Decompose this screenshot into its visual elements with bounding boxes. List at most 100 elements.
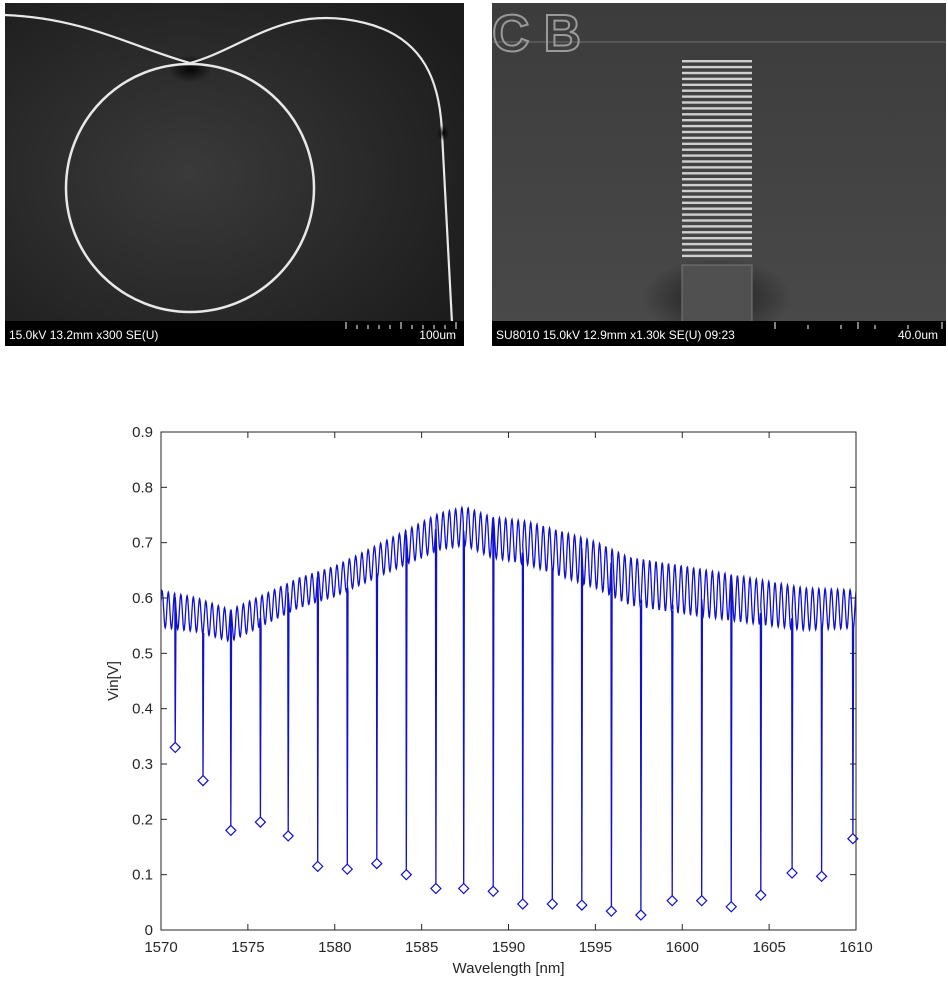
- grating-line: [682, 172, 752, 175]
- axes-box: [160, 431, 857, 931]
- y-tick-label: 0.5: [132, 645, 153, 662]
- grating-line: [682, 207, 752, 210]
- resonance-dip-marker: [487, 885, 500, 898]
- grating-line: [682, 183, 752, 187]
- x-tick-label: 1595: [579, 939, 612, 956]
- y-tick-label: 0.3: [132, 756, 153, 773]
- bus-waveguide: [5, 13, 454, 324]
- grating-line: [682, 113, 752, 116]
- grating-line: [682, 95, 752, 98]
- grating-line: [682, 119, 752, 122]
- resonance-dip-marker: [254, 816, 267, 828]
- grating-line: [682, 231, 752, 234]
- grating-line: [682, 201, 752, 204]
- resonance-dip-marker: [786, 867, 798, 879]
- grating-line: [682, 130, 752, 134]
- y-tick-label: 0.8: [132, 479, 153, 496]
- grating-line: [682, 248, 752, 252]
- x-tick-label: 1610: [839, 939, 872, 956]
- scale-label: 100um: [419, 328, 456, 342]
- grating-line: [682, 107, 752, 110]
- x-tick-label: 1585: [405, 939, 438, 956]
- y-tick-label: 0.9: [132, 424, 153, 441]
- grating-line: [682, 242, 752, 246]
- grating-line: [682, 195, 752, 199]
- sem-info-bar: SU8010 15.0kV 12.9mm x1.30k SE(U) 09:23 …: [492, 321, 946, 346]
- sem-caption: 15.0kV 13.2mm x300 SE(U): [9, 328, 159, 342]
- resonance-dip-marker: [754, 889, 767, 901]
- y-tick-label: 0: [145, 922, 153, 939]
- sem-caption: SU8010 15.0kV 12.9mm x1.30k SE(U) 09:23: [496, 328, 735, 342]
- grating-line: [682, 219, 752, 222]
- y-tick-label: 0.2: [132, 811, 153, 828]
- resonance-dip-marker: [169, 741, 182, 754]
- x-tick-label: 1575: [231, 939, 264, 956]
- resonance-dip-marker: [516, 898, 529, 910]
- scale-bar: [774, 322, 943, 329]
- scale-bar: [345, 322, 457, 329]
- resonance-dip-marker: [311, 860, 324, 873]
- grating-line: [682, 142, 752, 145]
- grating-line: [682, 178, 752, 181]
- grating-lines: [682, 60, 752, 258]
- x-tick-label: 1580: [318, 939, 351, 956]
- grating-line: [682, 71, 752, 75]
- grating-line: [682, 225, 752, 228]
- x-tick-label: 1570: [144, 939, 177, 956]
- grating-line: [682, 160, 752, 163]
- x-axis-label: Wavelength [nm]: [453, 960, 565, 977]
- sem-image-ring-resonator: 15.0kV 13.2mm x300 SE(U) 100um: [5, 3, 464, 346]
- x-tick-label: 1600: [666, 939, 699, 956]
- resonance-dip-marker: [457, 882, 470, 895]
- grating-line: [682, 124, 752, 128]
- y-tick-label: 0.6: [132, 590, 153, 607]
- transmission-spectrum-chart: 1570 1575 1580 1585 1590 1595 1600 1605 1610 0 0.1…: [105, 424, 873, 977]
- grating-line: [682, 77, 752, 81]
- grating-line: [682, 65, 752, 69]
- grating-line: [682, 154, 752, 157]
- resonance-dip-marker: [605, 905, 618, 918]
- grating-line: [682, 148, 752, 151]
- grating-coupler-micrograph: CB: [492, 3, 946, 346]
- sem-info-bar: 15.0kV 13.2mm x300 SE(U) 100um: [5, 321, 464, 346]
- y-axis-label: Vin[V]: [105, 661, 122, 701]
- resonance-dip-marker: [400, 868, 413, 881]
- taper-pad: [681, 264, 753, 326]
- grating-line: [682, 213, 752, 216]
- resonance-dip-marker: [224, 824, 237, 837]
- resonance-dip-marker: [575, 899, 588, 911]
- overlay-text: CB: [492, 5, 595, 63]
- grating-line: [682, 254, 752, 258]
- resonance-dip-marker: [370, 857, 383, 870]
- grating-line: [682, 60, 752, 63]
- grating-line: [682, 83, 752, 86]
- grating-line: [682, 166, 752, 169]
- coupling-region: [168, 55, 212, 83]
- grating-line: [682, 89, 752, 92]
- y-tick-label: 0.1: [132, 867, 153, 884]
- ring-resonator-micrograph: [5, 3, 464, 346]
- y-tick-label: 0.4: [132, 701, 153, 718]
- x-tick-label: 1590: [492, 939, 525, 956]
- grating-line: [682, 101, 752, 104]
- transmission-trace: [161, 505, 856, 916]
- resonance-dip-marker: [197, 774, 209, 787]
- plot-area: [161, 505, 859, 921]
- resonance-dip-marker: [815, 870, 828, 883]
- x-tick-label: 1605: [752, 939, 785, 956]
- resonance-dip-marker: [695, 894, 708, 907]
- scale-label: 40.0um: [897, 328, 938, 342]
- grating-line: [682, 237, 752, 240]
- grating-line: [682, 136, 752, 140]
- resonance-dip-marker: [666, 894, 679, 907]
- resonance-dip-marker: [341, 863, 354, 875]
- resonance-dip-marker: [430, 882, 442, 895]
- axes: 1570 1575 1580 1585 1590 1595 1600 1605 1610 0 0.1…: [132, 424, 873, 956]
- resonance-dip-marker: [725, 900, 738, 913]
- resonance-dip-marker: [635, 909, 647, 921]
- grating-line: [682, 189, 752, 193]
- y-tick-label: 0.7: [132, 535, 153, 552]
- resonance-dip-marker: [282, 830, 295, 842]
- sem-image-grating-coupler: CB SU8010 15.0kV 12.9mm x1.30k SE(U) 09:…: [492, 3, 946, 346]
- resonance-dip-marker: [546, 898, 559, 910]
